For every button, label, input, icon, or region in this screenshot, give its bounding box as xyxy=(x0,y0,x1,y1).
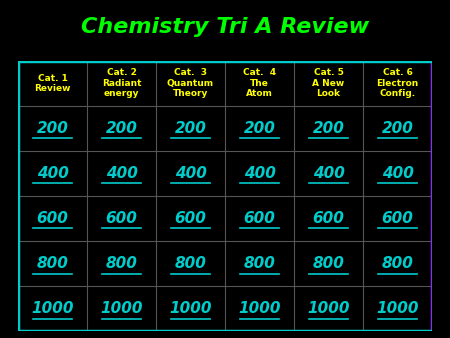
Bar xyxy=(18,61,87,106)
Bar xyxy=(18,196,87,241)
Bar xyxy=(225,151,294,196)
Text: 400: 400 xyxy=(106,166,137,181)
Text: Cat. 6
Electron
Config.: Cat. 6 Electron Config. xyxy=(376,69,418,98)
Bar xyxy=(87,241,156,286)
Text: 800: 800 xyxy=(106,256,137,271)
Bar xyxy=(87,151,156,196)
Bar xyxy=(18,106,87,151)
Bar xyxy=(225,196,294,241)
Bar xyxy=(225,61,294,106)
Text: 1000: 1000 xyxy=(376,301,419,316)
Bar xyxy=(87,196,156,241)
Text: 400: 400 xyxy=(313,166,344,181)
Text: 200: 200 xyxy=(106,121,137,136)
Bar xyxy=(156,151,225,196)
Bar xyxy=(294,196,363,241)
Text: 200: 200 xyxy=(175,121,207,136)
Text: 1000: 1000 xyxy=(238,301,281,316)
Text: 1000: 1000 xyxy=(100,301,143,316)
Bar xyxy=(294,106,363,151)
Text: 400: 400 xyxy=(175,166,207,181)
Text: 600: 600 xyxy=(106,211,137,226)
Text: Cat.  3
Quantum
Theory: Cat. 3 Quantum Theory xyxy=(167,69,214,98)
Text: 800: 800 xyxy=(243,256,275,271)
Bar xyxy=(87,286,156,331)
Bar xyxy=(156,286,225,331)
Bar xyxy=(87,106,156,151)
Bar xyxy=(363,196,432,241)
Text: Cat. 2
Radiant
energy: Cat. 2 Radiant energy xyxy=(102,69,141,98)
Text: Cat.  4
The
Atom: Cat. 4 The Atom xyxy=(243,69,276,98)
Text: Chemistry Tri A Review: Chemistry Tri A Review xyxy=(81,17,369,38)
Text: 800: 800 xyxy=(382,256,414,271)
Text: Cat. 5
A New
Look: Cat. 5 A New Look xyxy=(312,69,345,98)
Bar xyxy=(363,106,432,151)
Bar xyxy=(294,61,363,106)
Text: Cat. 1
Review: Cat. 1 Review xyxy=(34,74,71,93)
Text: 600: 600 xyxy=(175,211,207,226)
Text: 400: 400 xyxy=(243,166,275,181)
Bar xyxy=(363,151,432,196)
Bar xyxy=(156,241,225,286)
Bar xyxy=(156,106,225,151)
Bar xyxy=(225,241,294,286)
Bar xyxy=(294,286,363,331)
Text: 600: 600 xyxy=(36,211,68,226)
Text: 200: 200 xyxy=(313,121,344,136)
Bar xyxy=(18,286,87,331)
Text: 1000: 1000 xyxy=(169,301,212,316)
Text: 600: 600 xyxy=(382,211,414,226)
Text: 200: 200 xyxy=(382,121,414,136)
Text: 800: 800 xyxy=(175,256,207,271)
Text: 200: 200 xyxy=(243,121,275,136)
Text: 400: 400 xyxy=(382,166,414,181)
Bar xyxy=(87,61,156,106)
Bar xyxy=(363,286,432,331)
Bar xyxy=(294,241,363,286)
Bar xyxy=(18,241,87,286)
Text: 400: 400 xyxy=(36,166,68,181)
Text: 1000: 1000 xyxy=(31,301,74,316)
Bar xyxy=(156,61,225,106)
Bar xyxy=(363,241,432,286)
Text: 600: 600 xyxy=(313,211,344,226)
Text: 800: 800 xyxy=(36,256,68,271)
Bar xyxy=(156,196,225,241)
Text: 800: 800 xyxy=(313,256,344,271)
Bar xyxy=(294,151,363,196)
Text: 1000: 1000 xyxy=(307,301,350,316)
Bar xyxy=(225,286,294,331)
Bar xyxy=(225,106,294,151)
Bar xyxy=(363,61,432,106)
Bar xyxy=(18,151,87,196)
Text: 600: 600 xyxy=(243,211,275,226)
Text: 200: 200 xyxy=(36,121,68,136)
